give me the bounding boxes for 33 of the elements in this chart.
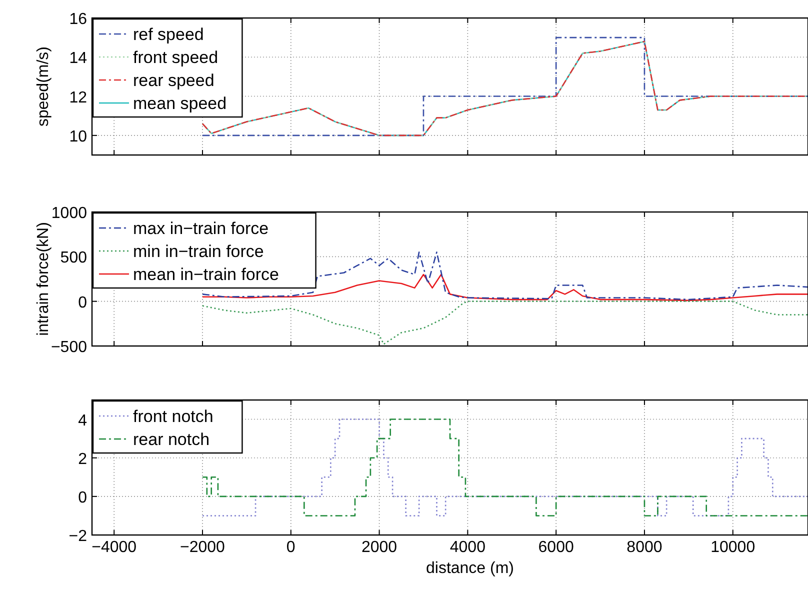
x-tick-label: 8000 <box>626 539 662 556</box>
y-tick-label: 16 <box>69 11 88 28</box>
legend-label: rear notch <box>133 430 210 449</box>
y-tick-label: −500 <box>50 339 88 356</box>
legend-label: max in−train force <box>133 219 269 238</box>
legend-label: front speed <box>133 48 218 67</box>
x-tick-label: 6000 <box>538 539 574 556</box>
legend-label: mean speed <box>133 94 227 113</box>
y-tick-label: 14 <box>69 50 88 68</box>
y-tick-label: 500 <box>60 250 88 267</box>
legend-label: mean in−train force <box>133 265 279 284</box>
legend-label: rear speed <box>133 71 214 90</box>
legend-label: front notch <box>133 407 214 426</box>
x-tick-label: 4000 <box>450 539 486 556</box>
line-series <box>202 300 808 345</box>
y-tick-label: 0 <box>78 294 88 312</box>
y-tick-label: 2 <box>78 450 88 468</box>
x-tick-label: 2000 <box>361 539 398 556</box>
y-tick-label: 12 <box>69 89 88 106</box>
legend-label: ref speed <box>133 25 204 44</box>
legend-label: min in−train force <box>133 242 264 261</box>
x-tick-label: −2000 <box>180 539 226 556</box>
y-tick-label: 1000 <box>51 205 88 222</box>
x-tick-label: −4000 <box>92 539 137 556</box>
x-axis-title: distance (m) <box>426 560 514 577</box>
y-axis-title: intrain force(kN) <box>35 222 52 336</box>
y-axis-title: speed(m/s) <box>35 46 52 127</box>
x-tick-label: 0 <box>286 539 296 556</box>
y-tick-label: 4 <box>78 412 88 430</box>
x-tick-label: 10000 <box>710 539 756 556</box>
y-tick-label: 10 <box>69 128 88 146</box>
y-tick-label: −2 <box>68 528 88 545</box>
y-tick-label: 0 <box>78 489 88 506</box>
